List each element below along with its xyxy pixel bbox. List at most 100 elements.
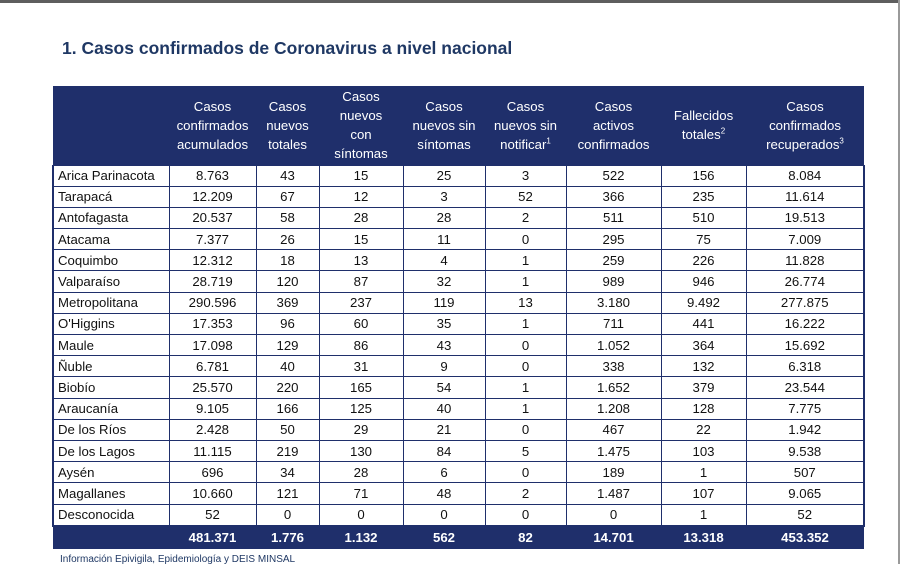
value-cell: 40 bbox=[402, 397, 486, 420]
value-cell: 125 bbox=[318, 397, 404, 420]
value-cell: 8.763 bbox=[168, 164, 257, 187]
table-row: Metropolitana 290.596 369 237 119 13 3.180 9.49… bbox=[52, 291, 865, 314]
value-cell: 166 bbox=[255, 397, 320, 420]
value-cell: 28 bbox=[318, 206, 404, 230]
value-cell: 1.487 bbox=[565, 482, 662, 505]
value-cell: 1.942 bbox=[745, 418, 865, 441]
header-cell: Casos confirmados acumulados bbox=[169, 86, 256, 165]
value-cell: 120 bbox=[255, 270, 320, 293]
value-cell: 2 bbox=[484, 206, 567, 230]
table-row: Ñuble 6.781 40 31 9 0 338 132 6.318 bbox=[52, 355, 865, 378]
value-cell: 220 bbox=[255, 376, 320, 399]
value-cell: 0 bbox=[318, 503, 404, 526]
value-cell: 103 bbox=[660, 439, 747, 463]
value-cell: 9.538 bbox=[745, 439, 865, 463]
value-cell: 43 bbox=[255, 164, 320, 187]
header-label: Casos confirmados acumulados bbox=[176, 98, 249, 152]
table-footer: 481.371 1.776 1.132 562 82 14.701 13.318 453.35… bbox=[53, 524, 864, 549]
value-cell: 0 bbox=[484, 503, 567, 526]
region-name-cell: Magallanes bbox=[52, 482, 170, 505]
header-cell: Casos nuevos totales bbox=[256, 86, 319, 165]
total-value-cell: 453.352 bbox=[746, 524, 864, 549]
value-cell: 219 bbox=[255, 439, 320, 463]
value-cell: 16.222 bbox=[745, 312, 865, 336]
value-cell: 2 bbox=[484, 482, 567, 505]
value-cell: 129 bbox=[255, 333, 320, 357]
table-row: Arica Parinacota 8.763 43 15 25 3 522 156 8.084 bbox=[52, 164, 865, 187]
value-cell: 9.492 bbox=[660, 291, 747, 314]
region-name-cell: Valparaíso bbox=[52, 270, 170, 293]
value-cell: 84 bbox=[402, 439, 486, 463]
region-name-cell: Araucanía bbox=[52, 397, 170, 420]
region-name-cell: Maule bbox=[52, 333, 170, 357]
value-cell: 290.596 bbox=[168, 291, 257, 314]
value-cell: 96 bbox=[255, 312, 320, 336]
value-cell: 52 bbox=[745, 503, 865, 526]
value-cell: 0 bbox=[484, 228, 567, 251]
value-cell: 1 bbox=[484, 312, 567, 336]
value-cell: 10.660 bbox=[168, 482, 257, 505]
header-label: Casos activos confirmados bbox=[577, 98, 650, 152]
header-footnote-mark: 1 bbox=[546, 136, 551, 146]
header-row: Casos confirmados acumulados Casos nuevos… bbox=[53, 86, 864, 165]
value-cell: 11.828 bbox=[745, 249, 865, 272]
value-cell: 26.774 bbox=[745, 270, 865, 293]
total-value-cell: 14.701 bbox=[566, 524, 661, 549]
value-cell: 1.208 bbox=[565, 397, 662, 420]
value-cell: 54 bbox=[402, 376, 486, 399]
value-cell: 8.084 bbox=[745, 164, 865, 187]
table-row: Aysén 696 34 28 6 0 189 1 507 bbox=[52, 461, 865, 484]
header-footnote-mark: 2 bbox=[720, 126, 726, 136]
value-cell: 1 bbox=[660, 461, 747, 484]
value-cell: 6.781 bbox=[168, 355, 257, 378]
value-cell: 1.652 bbox=[565, 376, 662, 399]
value-cell: 12.312 bbox=[168, 249, 257, 272]
table-row: Biobío 25.570 220 165 54 1 1.652 379 23.544 bbox=[52, 376, 865, 399]
value-cell: 0 bbox=[484, 333, 567, 357]
value-cell: 0 bbox=[255, 503, 320, 526]
value-cell: 17.353 bbox=[168, 312, 257, 336]
header-cell: Casos confirmados recuperados3 bbox=[746, 86, 864, 165]
value-cell: 165 bbox=[318, 376, 404, 399]
value-cell: 189 bbox=[565, 461, 662, 484]
value-cell: 13 bbox=[484, 291, 567, 314]
value-cell: 5 bbox=[484, 439, 567, 463]
value-cell: 3 bbox=[484, 164, 567, 187]
value-cell: 522 bbox=[565, 164, 662, 187]
total-value-cell: 562 bbox=[403, 524, 485, 549]
value-cell: 511 bbox=[565, 206, 662, 230]
value-cell: 7.009 bbox=[745, 228, 865, 251]
total-value-cell: 1.132 bbox=[319, 524, 403, 549]
value-cell: 696 bbox=[168, 461, 257, 484]
header-footnote-mark: 3 bbox=[839, 136, 844, 146]
value-cell: 369 bbox=[255, 291, 320, 314]
value-cell: 58 bbox=[255, 206, 320, 230]
value-cell: 130 bbox=[318, 439, 404, 463]
value-cell: 156 bbox=[660, 164, 747, 187]
value-cell: 128 bbox=[660, 397, 747, 420]
table-row: Maule 17.098 129 86 43 0 1.052 364 15.692 bbox=[52, 333, 865, 357]
total-value-cell: 481.371 bbox=[169, 524, 256, 549]
total-value-cell: 82 bbox=[485, 524, 566, 549]
value-cell: 366 bbox=[565, 185, 662, 208]
header-label: Casos nuevos sin notificar bbox=[493, 98, 558, 152]
region-name-cell: Ñuble bbox=[52, 355, 170, 378]
value-cell: 52 bbox=[484, 185, 567, 208]
value-cell: 3.180 bbox=[565, 291, 662, 314]
value-cell: 28.719 bbox=[168, 270, 257, 293]
region-name-cell: Arica Parinacota bbox=[52, 164, 170, 187]
value-cell: 132 bbox=[660, 355, 747, 378]
value-cell: 25.570 bbox=[168, 376, 257, 399]
value-cell: 17.098 bbox=[168, 333, 257, 357]
value-cell: 277.875 bbox=[745, 291, 865, 314]
table-row: Atacama 7.377 26 15 11 0 295 75 7.009 bbox=[52, 228, 865, 251]
value-cell: 12.209 bbox=[168, 185, 257, 208]
table-header: Casos confirmados acumulados Casos nuevos… bbox=[53, 86, 864, 165]
value-cell: 43 bbox=[402, 333, 486, 357]
region-name-cell: Antofagasta bbox=[52, 206, 170, 230]
value-cell: 259 bbox=[565, 249, 662, 272]
value-cell: 11.115 bbox=[168, 439, 257, 463]
value-cell: 1 bbox=[484, 270, 567, 293]
window-right-border bbox=[898, 0, 900, 564]
value-cell: 0 bbox=[402, 503, 486, 526]
